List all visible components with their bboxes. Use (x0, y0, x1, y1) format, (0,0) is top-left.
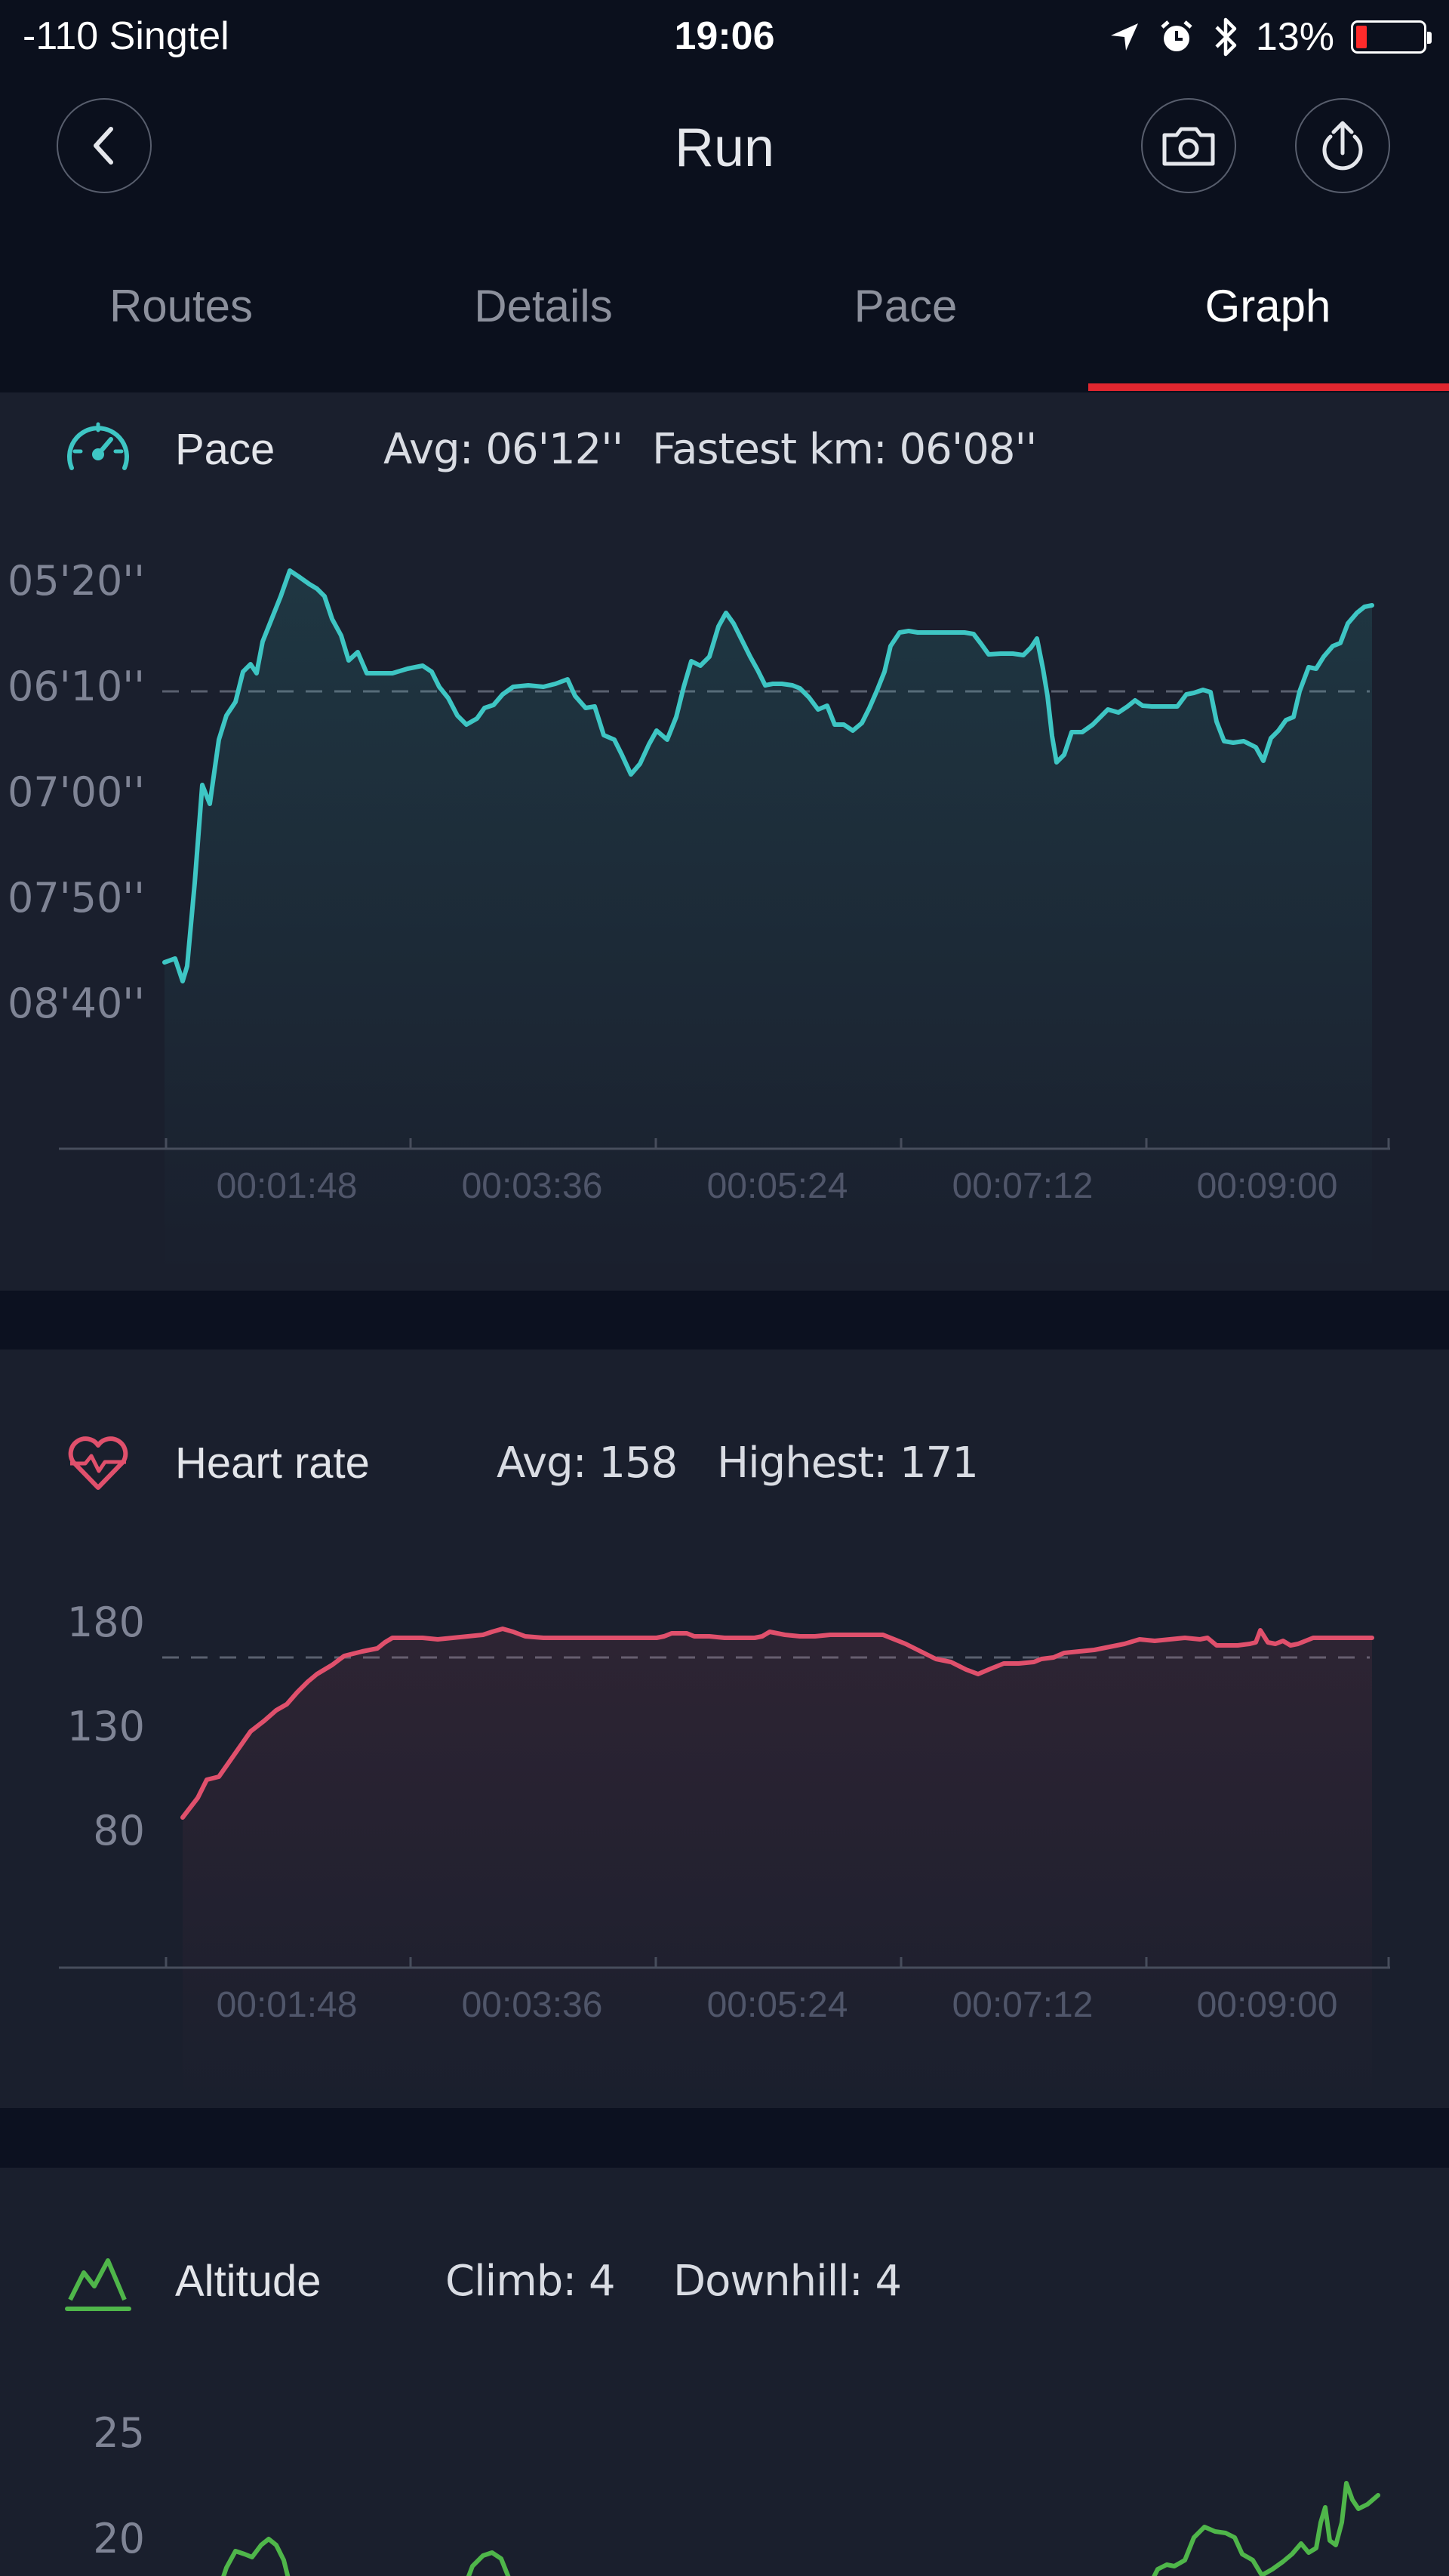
camera-button[interactable] (1141, 98, 1236, 193)
heart-rate-highest: Highest: 171 (717, 1438, 979, 1488)
pace-title: Pace (175, 424, 275, 474)
heart-rate-card: Heart rate Avg: 158 Highest: 171 180 130… (0, 1350, 1449, 2108)
pace-x-tick: 00:01:48 (217, 1166, 358, 1206)
altitude-card: Altitude Climb: 4 Downhill: 4 25 20 (0, 2168, 1449, 2576)
altitude-line-segment (221, 2537, 291, 2576)
pace-average: Avg: 06'12'' (383, 424, 623, 474)
heart-rate-line (180, 1627, 1374, 1820)
tab-pace[interactable]: Pace (854, 280, 958, 331)
status-right: 13% (1108, 12, 1432, 62)
status-bar: -110 Singtel 19:06 13% (0, 0, 1449, 75)
active-tab-indicator (1088, 383, 1449, 391)
page-title: Run (674, 118, 775, 178)
heart-rate-x-tick: 00:09:00 (1197, 1985, 1338, 2025)
heart-rate-average: Avg: 158 (497, 1438, 678, 1488)
altitude-climb: Climb: 4 (445, 2256, 616, 2306)
altitude-line-segment (466, 2550, 511, 2576)
bluetooth-icon (1215, 17, 1237, 57)
heart-rate-x-tick-marks (165, 1957, 1390, 1968)
tab-graph[interactable]: Graph (1204, 280, 1331, 331)
pace-fastest: Fastest km: 06'08'' (652, 424, 1037, 474)
altitude-header: Altitude Climb: 4 Downhill: 4 (0, 2243, 1449, 2319)
speedometer-icon (67, 422, 129, 470)
pace-x-tick: 00:07:12 (952, 1166, 1094, 1206)
pace-header: Pace Avg: 06'12'' Fastest km: 06'08'' (0, 411, 1449, 487)
heart-pulse-icon (68, 1436, 128, 1490)
pace-y-tick: 05'20'' (8, 557, 145, 605)
heart-rate-x-tick: 00:01:48 (217, 1985, 358, 2025)
heart-rate-y-tick: 130 (67, 1703, 145, 1750)
pace-y-tick: 07'50'' (8, 874, 145, 922)
chevron-left-icon (94, 127, 113, 165)
back-button[interactable] (57, 98, 152, 193)
pace-y-tick: 08'40'' (8, 980, 145, 1027)
battery-percent: 13% (1255, 15, 1334, 59)
heart-rate-x-tick: 00:05:24 (707, 1985, 848, 2025)
heart-rate-chart: 180 130 80 00:01:48 00:03:36 00:05:24 00… (59, 1599, 1390, 2104)
heart-rate-x-tick: 00:03:36 (462, 1985, 603, 2025)
altitude-line-segment (1152, 2481, 1380, 2576)
pace-card: Pace Avg: 06'12'' Fastest km: 06'08'' 05… (0, 392, 1449, 1291)
pace-y-tick: 07'00'' (8, 768, 145, 816)
pace-chart: 05'20'' 06'10'' 07'00'' 07'50'' 08'40'' … (8, 557, 1390, 1276)
mountain-icon (65, 2258, 131, 2311)
pace-line (162, 568, 1374, 983)
navigation-bar: Run (0, 75, 1449, 219)
battery-icon (1351, 20, 1432, 54)
pace-x-tick: 00:03:36 (462, 1166, 603, 1206)
pace-y-tick: 06'10'' (8, 663, 145, 710)
tab-routes[interactable]: Routes (109, 280, 254, 331)
pace-x-tick: 00:09:00 (1197, 1166, 1338, 1206)
upload-icon (1322, 121, 1363, 171)
location-arrow-icon (1110, 23, 1138, 51)
heart-rate-x-tick: 00:07:12 (952, 1985, 1094, 2025)
clock-label: 19:06 (674, 14, 775, 58)
heart-rate-title: Heart rate (175, 1438, 370, 1488)
altitude-title: Altitude (175, 2256, 321, 2306)
pace-x-tick-marks (165, 1138, 1390, 1149)
altitude-y-tick: 25 (93, 2409, 145, 2457)
carrier-label: -110 Singtel (23, 14, 229, 58)
tab-bar: Routes Details Pace Graph (0, 219, 1449, 392)
alarm-icon (1161, 20, 1192, 51)
altitude-y-tick: 20 (93, 2515, 145, 2562)
tab-details[interactable]: Details (474, 280, 613, 331)
pace-area (165, 571, 1372, 1276)
heart-rate-y-tick: 180 (67, 1599, 145, 1646)
heart-rate-area (183, 1629, 1372, 2104)
altitude-chart: 25 20 (93, 2409, 1380, 2576)
altitude-downhill: Downhill: 4 (673, 2256, 902, 2306)
heart-rate-header: Heart rate Avg: 158 Highest: 171 (0, 1425, 1449, 1500)
heart-rate-y-tick: 80 (93, 1807, 145, 1854)
camera-icon (1162, 127, 1215, 166)
share-button[interactable] (1295, 98, 1390, 193)
pace-x-tick: 00:05:24 (707, 1166, 848, 1206)
